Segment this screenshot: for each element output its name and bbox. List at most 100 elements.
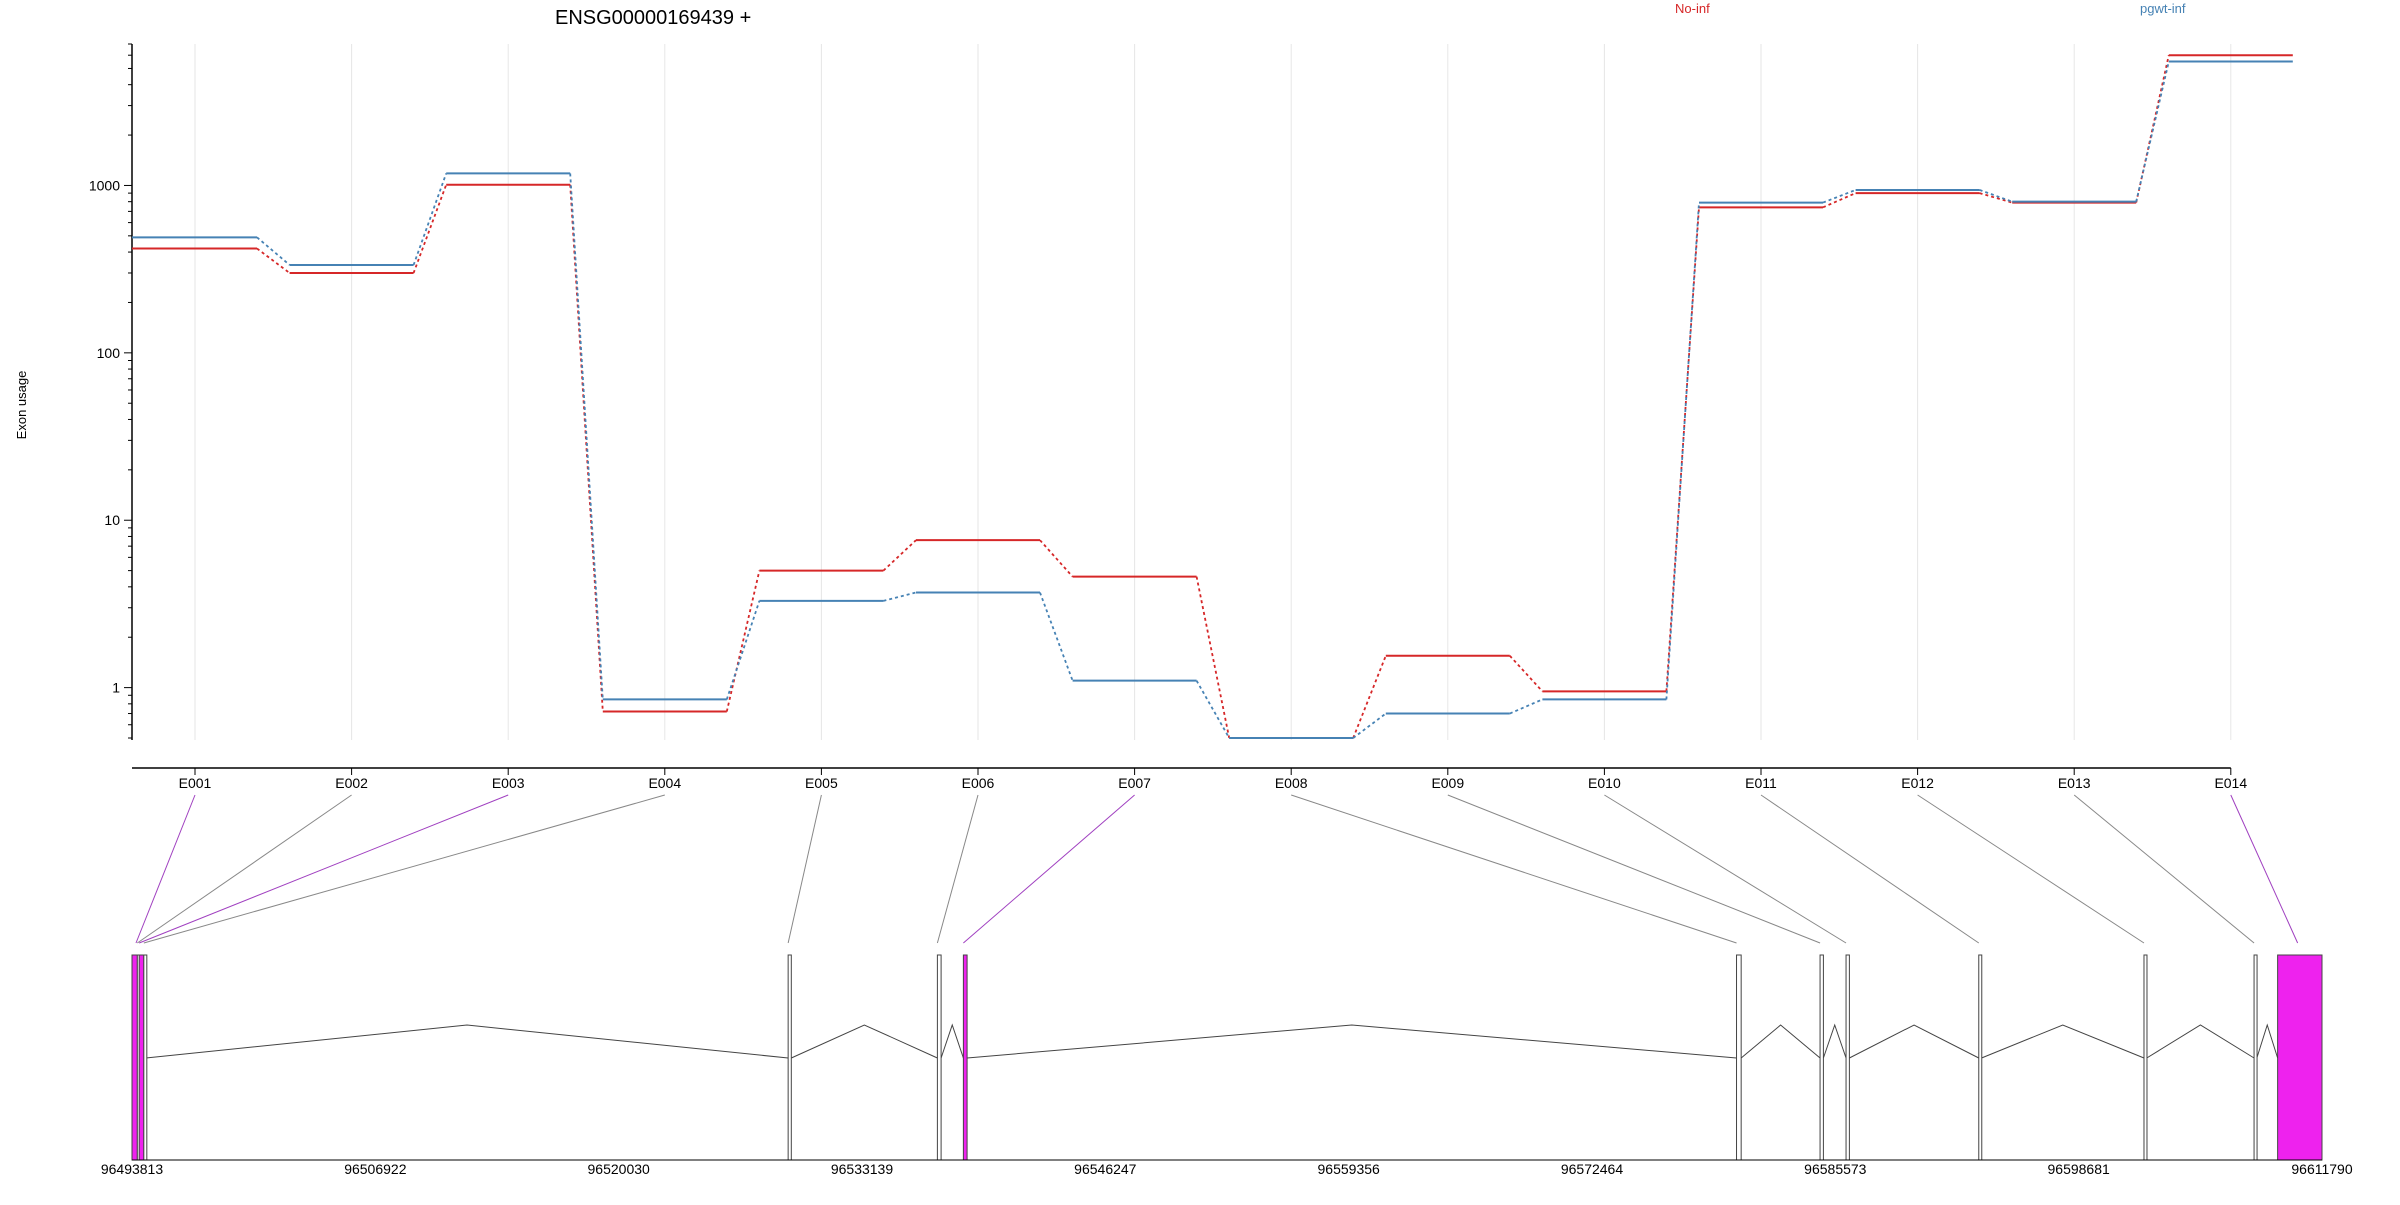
intron-line xyxy=(1849,1024,1979,1059)
x-tick-label: E007 xyxy=(1118,775,1151,791)
connector-no-inf xyxy=(1039,539,1074,578)
exon-link-e006 xyxy=(936,794,979,944)
exon-box-e012 xyxy=(2143,954,2148,1161)
x-tick-label: E011 xyxy=(1745,775,1777,791)
connector-pgwt-inf xyxy=(1352,712,1387,739)
intron-line xyxy=(2146,1024,2255,1059)
x-tick-label: E006 xyxy=(962,775,995,791)
exon-box-e008 xyxy=(1736,954,1742,1161)
connector-no-inf xyxy=(1509,655,1544,692)
intron-line xyxy=(145,1024,789,1059)
connector-pgwt-inf xyxy=(569,173,604,700)
exon-link-e001 xyxy=(135,794,196,944)
exon-link-e009 xyxy=(1447,794,1821,944)
exon-link-e010 xyxy=(1604,794,1847,944)
coordinate-tick-label: 96520030 xyxy=(588,1161,651,1177)
connector-pgwt-inf xyxy=(412,173,448,266)
exon-box-e005 xyxy=(787,954,792,1161)
exon-link-lines xyxy=(135,794,2299,944)
connector-no-inf xyxy=(1195,576,1231,739)
gene-model: 96493813 96506922 96520030 96533139 96546247… xyxy=(101,954,2353,1177)
legend-entry-no-inf: No-inf xyxy=(1675,1,1710,16)
connector-pgwt-inf xyxy=(1195,680,1230,739)
x-tick-label: E001 xyxy=(179,775,212,791)
coordinate-tick-label: 96611790 xyxy=(2291,1161,2352,1177)
connector-pgwt-inf xyxy=(1509,698,1543,715)
connector-no-inf xyxy=(1979,192,2013,204)
exon-box-e004 xyxy=(143,954,148,1161)
exon-box-e014 xyxy=(2277,954,2323,1161)
y-tick-label: 10 xyxy=(104,512,120,528)
y-tick-label: 1000 xyxy=(89,177,120,193)
connector-pgwt-inf xyxy=(1039,592,1074,681)
x-tick-label: E009 xyxy=(1431,775,1464,791)
exon-box-e011 xyxy=(1978,954,1983,1161)
connector-no-inf xyxy=(412,184,448,274)
intron-line xyxy=(791,1024,938,1059)
x-tick-label: E003 xyxy=(492,775,525,791)
x-tick-label: E014 xyxy=(2214,775,2247,791)
x-tick-label: E010 xyxy=(1588,775,1621,791)
connector-pgwt-inf xyxy=(256,236,291,266)
exon-box-e006 xyxy=(936,954,942,1161)
intron-line xyxy=(967,1024,1737,1059)
coordinate-tick-label: 96506922 xyxy=(344,1161,407,1177)
connector-no-inf xyxy=(1822,192,1856,209)
x-tick-label: E008 xyxy=(1275,775,1308,791)
intron-line xyxy=(1740,1024,1821,1059)
intron-line xyxy=(1981,1024,2145,1059)
coordinate-tick-label: 96559356 xyxy=(1318,1161,1381,1177)
coordinate-tick-label: 96546247 xyxy=(1074,1161,1137,1177)
x-tick-label: E004 xyxy=(648,775,681,791)
legend-entry-pgwt-inf: pgwt-inf xyxy=(2140,1,2186,16)
exon-link-e011 xyxy=(1760,794,1980,944)
exon-link-e004 xyxy=(143,794,665,944)
exon-link-e002 xyxy=(137,794,352,944)
x-tick-label: E013 xyxy=(2058,775,2091,791)
exon-link-e005 xyxy=(787,794,822,944)
axes: 1 10 100 1000 E001 E002 E003 E004 E005 E006 E007 E0… xyxy=(89,43,2247,791)
y-axis-label: Exon usage xyxy=(14,371,29,440)
exon-link-e008 xyxy=(1291,794,1737,944)
coordinate-tick-label: 96585573 xyxy=(1804,1161,1867,1177)
connector-no-inf xyxy=(1665,207,1700,692)
x-tick-label: E002 xyxy=(335,775,368,791)
intron-line xyxy=(940,1023,964,1059)
exon-link-e007 xyxy=(963,794,1135,944)
vertical-gridlines xyxy=(194,44,2232,740)
connector-pgwt-inf xyxy=(725,600,761,700)
x-tick-label: E012 xyxy=(1901,775,1934,791)
y-tick-label: 100 xyxy=(97,345,121,361)
exon-link-e014 xyxy=(2230,794,2299,944)
connector-no-inf xyxy=(1352,655,1387,739)
exon-box-e013 xyxy=(2253,954,2258,1161)
intron-line xyxy=(1822,1023,1847,1059)
connector-no-inf xyxy=(882,539,917,572)
exon-link-e012 xyxy=(1917,794,2145,944)
chart-title: ENSG00000169439 + xyxy=(555,7,751,29)
connector-pgwt-inf xyxy=(1822,189,1856,204)
series-lines xyxy=(132,54,2293,739)
intron-line xyxy=(2256,1023,2279,1059)
coordinate-tick-label: 96533139 xyxy=(831,1161,894,1177)
connector-pgwt-inf xyxy=(883,591,917,602)
series-pgwt-inf xyxy=(132,60,2293,739)
exon-link-e003 xyxy=(138,794,509,944)
exon-box-e001 xyxy=(131,954,138,1161)
exon-box-e003 xyxy=(138,954,145,1161)
connector-pgwt-inf xyxy=(2135,61,2170,202)
series-no-inf xyxy=(132,54,2293,739)
exon-box-e007 xyxy=(962,954,968,1161)
connector-no-inf xyxy=(256,247,291,274)
coordinate-tick-label: 96493813 xyxy=(101,1161,164,1177)
coordinate-tick-label: 96598681 xyxy=(2048,1161,2111,1177)
connector-pgwt-inf xyxy=(1665,202,1700,700)
exon-box-e009 xyxy=(1819,954,1824,1161)
exon-box-e010 xyxy=(1845,954,1850,1161)
exon-link-e013 xyxy=(2073,794,2255,944)
coordinate-tick-label: 96572464 xyxy=(1561,1161,1624,1177)
x-tick-label: E005 xyxy=(805,775,838,791)
connector-no-inf xyxy=(725,570,761,712)
